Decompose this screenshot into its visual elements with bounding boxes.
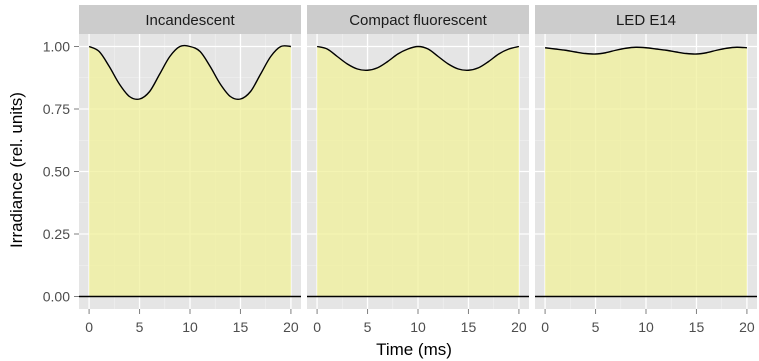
facet-strip-label: LED E14 (616, 12, 676, 29)
series-area (317, 47, 519, 297)
x-tick-label: 20 (283, 319, 299, 335)
y-tick-label: 0.75 (43, 101, 70, 117)
facet-strip-label: Compact fluorescent (349, 12, 487, 29)
series-area (545, 47, 747, 296)
facet-panel: LED E14 0 5 10 15 20 (535, 5, 757, 335)
x-tick-label: 5 (364, 319, 372, 335)
y-axis-title: Irradiance (rel. units) (7, 92, 26, 248)
x-tick-label: 20 (739, 319, 755, 335)
x-tick-label: 20 (511, 319, 527, 335)
x-tick-label: 15 (461, 319, 477, 335)
y-tick-label: 0.50 (43, 164, 70, 180)
facet-strip-label: Incandescent (145, 12, 235, 29)
x-tick-label: 0 (541, 319, 549, 335)
x-tick-label: 10 (410, 319, 426, 335)
x-tick-label: 5 (592, 319, 600, 335)
y-tick-label: 0.25 (43, 226, 70, 242)
x-tick-label: 10 (182, 319, 198, 335)
x-tick-label: 15 (689, 319, 705, 335)
x-tick-label: 0 (313, 319, 321, 335)
facet-panel: Compact fluorescent 0 5 10 15 20 (307, 5, 529, 335)
x-tick-label: 5 (136, 319, 144, 335)
y-axis: 0.00 0.25 0.50 0.75 1.00 (43, 39, 79, 305)
y-tick-label: 0.00 (43, 289, 70, 305)
y-tick-label: 1.00 (43, 39, 70, 55)
x-tick-label: 10 (638, 319, 654, 335)
x-tick-label: 15 (233, 319, 249, 335)
panels: Incandescent 0 5 10 15 20 Compact fluorescent 0… (79, 5, 757, 335)
facet-panel: Incandescent 0 5 10 15 20 (79, 5, 301, 335)
x-axis-title: Time (ms) (376, 340, 452, 359)
x-tick-label: 0 (85, 319, 93, 335)
